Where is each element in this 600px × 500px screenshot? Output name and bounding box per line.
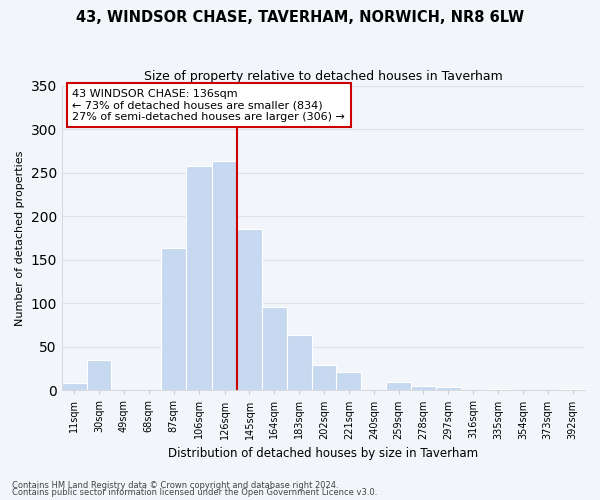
Text: Contains HM Land Registry data © Crown copyright and database right 2024.: Contains HM Land Registry data © Crown c… (12, 480, 338, 490)
Title: Size of property relative to detached houses in Taverham: Size of property relative to detached ho… (144, 70, 503, 83)
Text: 43 WINDSOR CHASE: 136sqm
← 73% of detached houses are smaller (834)
27% of semi-: 43 WINDSOR CHASE: 136sqm ← 73% of detach… (72, 88, 345, 122)
Bar (86, 360, 112, 390)
Bar (560, 388, 585, 390)
Text: Contains public sector information licensed under the Open Government Licence v3: Contains public sector information licen… (12, 488, 377, 497)
Bar (237, 229, 262, 390)
Bar (212, 162, 237, 390)
Y-axis label: Number of detached properties: Number of detached properties (15, 150, 25, 326)
Bar (386, 382, 411, 390)
Bar (337, 372, 361, 390)
Bar (62, 384, 86, 390)
X-axis label: Distribution of detached houses by size in Taverham: Distribution of detached houses by size … (169, 447, 478, 460)
Bar (287, 336, 311, 390)
Bar (485, 388, 511, 390)
Bar (262, 306, 287, 390)
Bar (436, 387, 461, 390)
Bar (161, 248, 186, 390)
Bar (186, 166, 212, 390)
Text: 43, WINDSOR CHASE, TAVERHAM, NORWICH, NR8 6LW: 43, WINDSOR CHASE, TAVERHAM, NORWICH, NR… (76, 10, 524, 25)
Bar (411, 386, 436, 390)
Bar (311, 365, 337, 390)
